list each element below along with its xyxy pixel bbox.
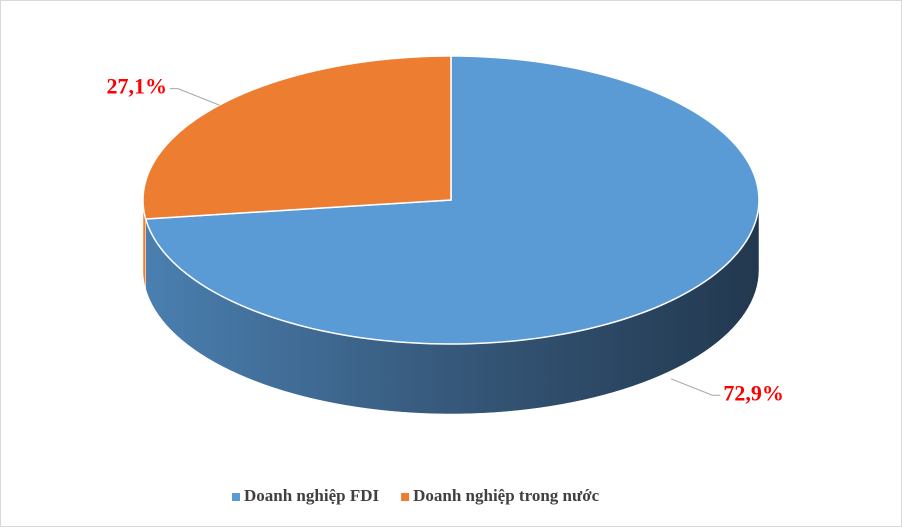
data-label: 72,9%: [723, 380, 784, 405]
leader-line: [670, 378, 721, 396]
legend-label: Doanh nghiệp trong nước: [413, 486, 599, 505]
leader-line: [169, 88, 220, 106]
pie-slice: [144, 55, 760, 345]
legend-label: Doanh nghiệp FDI: [244, 486, 379, 505]
data-label: 27,1%: [106, 74, 167, 99]
legend-swatch: [232, 493, 240, 501]
legend-swatch: [401, 493, 410, 501]
